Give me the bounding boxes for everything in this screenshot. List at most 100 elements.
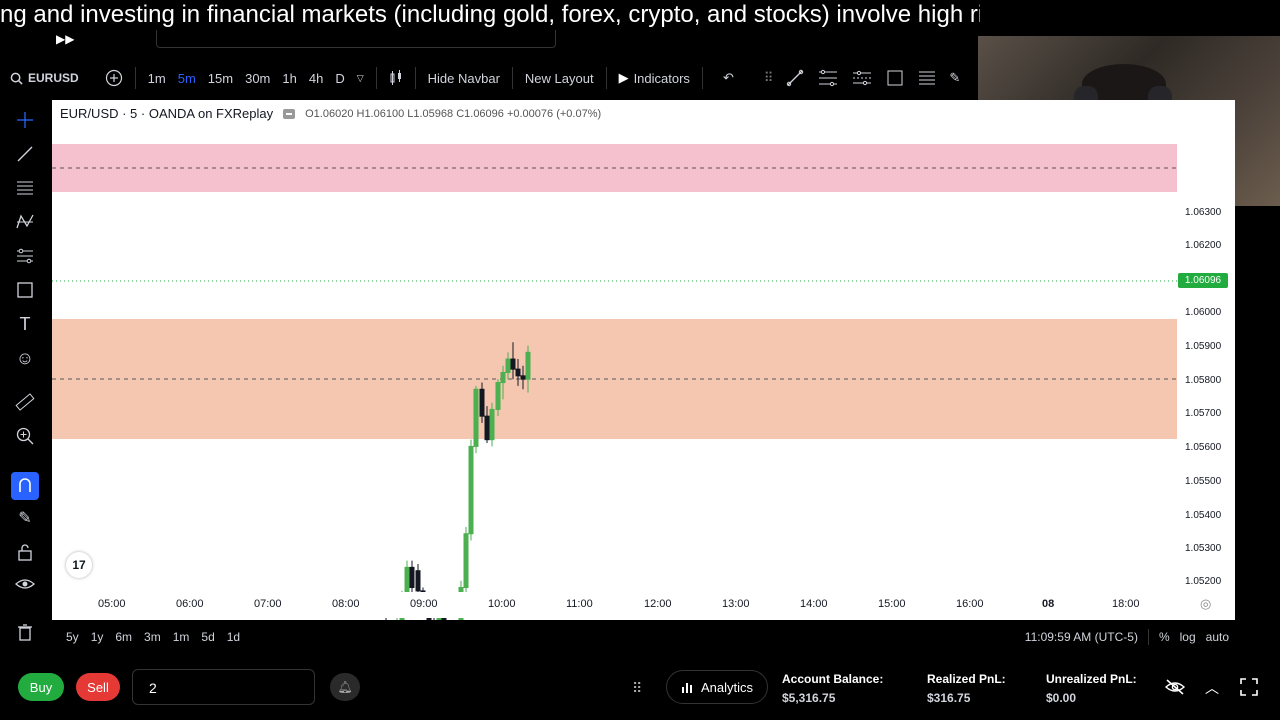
drag-handle[interactable]: ⠿ [758, 70, 780, 86]
legend-collapse-icon[interactable] [283, 108, 296, 119]
emoji-tool[interactable]: ☺ [13, 346, 37, 370]
indicators-button[interactable]: ▶ Indicators [613, 70, 696, 86]
search-icon [10, 72, 23, 85]
interval-30m[interactable]: 30m [245, 70, 271, 86]
undo-button[interactable]: ↶ [717, 70, 740, 86]
zoom-tool[interactable] [13, 424, 37, 448]
clock[interactable]: 11:09:59 AM (UTC-5) [1024, 630, 1138, 644]
chart-title[interactable]: EUR/USD · 5 · OANDA on FXReplay [60, 106, 274, 121]
range-5y[interactable]: 5y [66, 630, 79, 644]
candle-body [436, 617, 442, 620]
price-label: 1.05700 [1185, 408, 1222, 419]
drag-grip-icon[interactable]: ⠿ [632, 680, 643, 696]
candles-icon [390, 70, 401, 85]
tradingview-logo[interactable]: 17 [66, 552, 92, 578]
play-icon[interactable]: ▶▶ [56, 32, 75, 46]
range-1m[interactable]: 1m [172, 630, 190, 644]
unrealized-pnl-label: Unrealized PnL: [1046, 672, 1137, 686]
trendline-tool[interactable] [779, 68, 811, 88]
delete-tool[interactable] [13, 620, 37, 644]
interval-dropdown[interactable]: ▽ [351, 73, 370, 84]
shape-tool[interactable] [13, 278, 37, 302]
chevron-up-icon[interactable]: ︿ [1205, 680, 1219, 696]
divider [134, 67, 136, 89]
log-toggle[interactable]: log [1179, 630, 1196, 644]
ruler-icon [15, 393, 35, 411]
ohlc-values: O1.06020 H1.06100 L1.05968 C1.06096 +0.0… [305, 107, 602, 120]
interval-5m[interactable]: 5m [177, 70, 196, 86]
price-label: 1.05900 [1185, 341, 1222, 352]
fullscreen-icon[interactable] [1240, 678, 1258, 701]
shape-icon [17, 282, 33, 298]
lock-tool[interactable] [13, 540, 37, 564]
quantity-input[interactable]: 2 [132, 669, 315, 705]
lines-tool[interactable] [911, 68, 943, 88]
interval-15m[interactable]: 15m [207, 70, 234, 86]
forecast-tool[interactable] [13, 244, 37, 268]
interval-1h[interactable]: 1h [282, 70, 297, 86]
time-label: 10:00 [488, 598, 516, 610]
rectangle-icon [887, 70, 903, 86]
undo-icon: ↶ [722, 70, 734, 85]
compare-button[interactable] [99, 69, 129, 87]
ruler-tool[interactable] [13, 390, 37, 414]
time-label: 07:00 [254, 598, 282, 610]
price-label: 1.06300 [1185, 207, 1222, 218]
auto-toggle[interactable]: auto [1205, 630, 1229, 644]
top-strip-field[interactable] [156, 30, 556, 48]
candle-body [473, 388, 479, 447]
hide-navbar-button[interactable]: Hide Navbar [427, 70, 500, 86]
range-bar: 5y 1y 6m 3m 1m 5d 1d 11:09:59 AM (UTC-5)… [52, 624, 1235, 650]
chart-type-button[interactable] [383, 70, 409, 86]
pattern-tool[interactable] [13, 210, 37, 234]
range-1y[interactable]: 1y [90, 630, 104, 644]
interval-1m[interactable]: 1m [147, 70, 166, 86]
visibility-tool[interactable] [13, 572, 37, 596]
fib-tool-left[interactable] [13, 176, 37, 200]
price-axis[interactable]: 1.06300 1.06200 1.06000 1.05900 1.05800 … [1177, 100, 1235, 592]
brush-tool[interactable]: ✎ [943, 70, 966, 86]
channel-icon [853, 70, 872, 86]
top-strip: ▶▶ [0, 30, 980, 52]
candle-body [479, 388, 485, 417]
interval-4h[interactable]: 4h [308, 70, 324, 86]
time-axis[interactable]: 05:00 06:00 07:00 08:00 09:00 10:00 11:0… [52, 592, 1235, 618]
range-5d[interactable]: 5d [201, 630, 215, 644]
bar-chart-icon [681, 683, 692, 693]
fib-lines-icon [17, 181, 33, 195]
range-3m[interactable]: 3m [144, 630, 161, 644]
buy-button[interactable]: Buy [18, 673, 64, 701]
sell-button[interactable]: Sell [76, 673, 120, 701]
interval-d[interactable]: D [335, 70, 345, 86]
time-label: 16:00 [956, 598, 984, 610]
candle-body [404, 566, 410, 595]
trendline-tool-left[interactable] [13, 142, 37, 166]
hide-eye-icon[interactable] [1164, 678, 1186, 701]
price-label: 1.05200 [1185, 576, 1222, 587]
chart-canvas[interactable] [52, 100, 1235, 620]
horizontal-lines-icon [919, 71, 936, 85]
time-label: 13:00 [722, 598, 750, 610]
symbol-search[interactable]: EURUSD [0, 71, 85, 85]
candle-body [500, 371, 506, 384]
new-layout-button[interactable]: New Layout [524, 70, 594, 86]
axis-settings-icon[interactable]: ◎ [1200, 596, 1212, 611]
lock-icon [18, 544, 32, 561]
fib-tool[interactable] [811, 68, 845, 88]
unrealized-pnl-value: $0.00 [1046, 691, 1077, 705]
unrealized-pnl: Unrealized PnL: $0.00 [1046, 670, 1137, 708]
range-6m[interactable]: 6m [115, 630, 133, 644]
percent-toggle[interactable]: % [1158, 630, 1170, 644]
channel-tool[interactable] [845, 68, 879, 88]
candle-body [525, 351, 531, 380]
chart-pane[interactable]: EUR/USD · 5 · OANDA on FXReplay O1.06020… [52, 100, 1235, 620]
candle-body [484, 415, 490, 441]
range-1d[interactable]: 1d [226, 630, 241, 644]
rectangle-tool[interactable] [879, 68, 911, 88]
lock-button[interactable]: 🔔︎ [330, 673, 360, 701]
text-tool[interactable]: T [13, 312, 37, 336]
analytics-button[interactable]: Analytics [666, 670, 768, 704]
crosshair-tool[interactable] [13, 108, 37, 132]
stay-drawing-tool[interactable]: ✎ [13, 506, 37, 530]
magnet-tool[interactable] [11, 472, 39, 500]
